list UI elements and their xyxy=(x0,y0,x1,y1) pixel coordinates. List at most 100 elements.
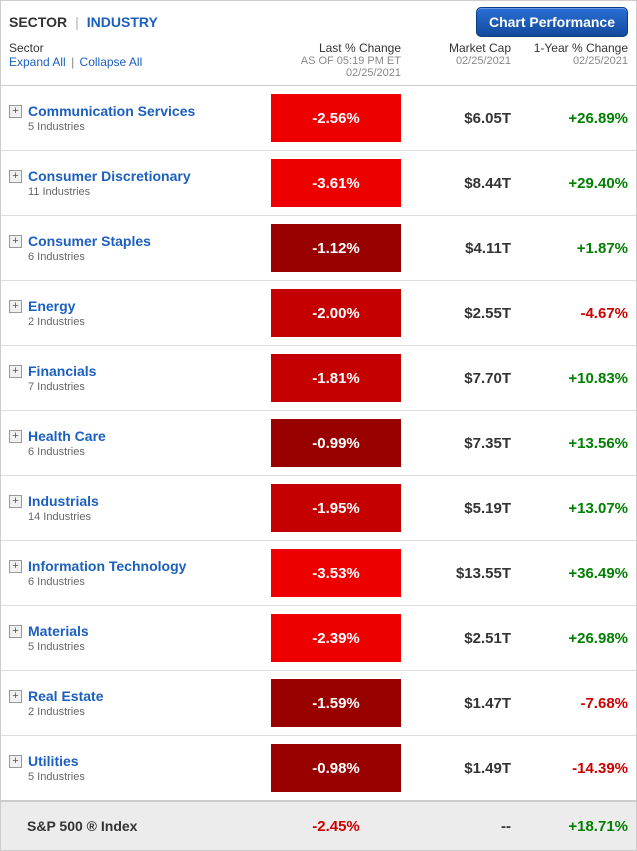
sector-name-link[interactable]: Financials xyxy=(28,363,96,379)
expand-icon[interactable]: + xyxy=(9,105,22,118)
sector-name-link[interactable]: Communication Services xyxy=(28,103,195,119)
last-change-cell: -1.95% xyxy=(271,484,401,532)
col-year-sub: 02/25/2021 xyxy=(511,55,628,67)
year-change-cell: +1.87% xyxy=(511,240,628,257)
expand-icon[interactable]: + xyxy=(9,495,22,508)
market-cap-cell: $4.11T xyxy=(401,240,511,257)
expand-collapse-links: Expand All | Collapse All xyxy=(9,55,271,69)
expand-icon[interactable]: + xyxy=(9,365,22,378)
expand-all-link[interactable]: Expand All xyxy=(9,55,66,69)
last-change-cell: -2.39% xyxy=(271,614,401,662)
collapse-all-link[interactable]: Collapse All xyxy=(80,55,143,69)
sector-row: + Utilities 5 Industries -0.98%$1.49T-14.39… xyxy=(1,736,636,800)
col-change-sub2: 02/25/2021 xyxy=(271,67,401,79)
market-cap-cell: $13.55T xyxy=(401,565,511,582)
last-change-cell: -0.99% xyxy=(271,419,401,467)
expand-icon[interactable]: + xyxy=(9,300,22,313)
sector-industries-count: 6 Industries xyxy=(28,576,186,588)
col-mcap-sub: 02/25/2021 xyxy=(401,55,511,67)
expand-icon[interactable]: + xyxy=(9,170,22,183)
market-cap-cell: $2.55T xyxy=(401,305,511,322)
tab-divider: | xyxy=(75,14,79,30)
col-change-sub1: AS OF 05:19 PM ET xyxy=(271,55,401,67)
expand-icon[interactable]: + xyxy=(9,560,22,573)
expand-icon[interactable]: + xyxy=(9,625,22,638)
last-change-cell: -1.59% xyxy=(271,679,401,727)
year-change-cell: -14.39% xyxy=(511,760,628,777)
year-change-cell: +29.40% xyxy=(511,175,628,192)
last-change-cell: -1.12% xyxy=(271,224,401,272)
summary-year: +18.71% xyxy=(511,818,628,835)
market-cap-cell: $1.49T xyxy=(401,760,511,777)
market-cap-cell: $2.51T xyxy=(401,630,511,647)
sector-rows: + Communication Services 5 Industries -2.56… xyxy=(1,86,636,800)
col-sector-label: Sector xyxy=(9,41,271,55)
sector-row: + Communication Services 5 Industries -2.56… xyxy=(1,86,636,151)
sector-row: + Energy 2 Industries -2.00%$2.55T-4.67% xyxy=(1,281,636,346)
summary-mcap: -- xyxy=(401,818,511,835)
expand-icon[interactable]: + xyxy=(9,690,22,703)
sector-industries-count: 5 Industries xyxy=(28,641,89,653)
last-change-cell: -2.00% xyxy=(271,289,401,337)
year-change-cell: -4.67% xyxy=(511,305,628,322)
col-year-label: 1-Year % Change xyxy=(511,41,628,55)
sector-row: + Materials 5 Industries -2.39%$2.51T+26.98… xyxy=(1,606,636,671)
sector-industries-count: 5 Industries xyxy=(28,121,195,133)
sector-industries-count: 2 Industries xyxy=(28,316,85,328)
col-mcap-label: Market Cap xyxy=(401,41,511,55)
sector-industries-count: 6 Industries xyxy=(28,446,106,458)
sector-industries-count: 14 Industries xyxy=(28,511,99,523)
sector-industries-count: 2 Industries xyxy=(28,706,103,718)
column-headers: Sector Expand All | Collapse All Last % … xyxy=(1,39,636,86)
expand-icon[interactable]: + xyxy=(9,430,22,443)
market-cap-cell: $1.47T xyxy=(401,695,511,712)
year-change-cell: -7.68% xyxy=(511,695,628,712)
year-change-cell: +13.07% xyxy=(511,500,628,517)
market-cap-cell: $8.44T xyxy=(401,175,511,192)
sector-name-link[interactable]: Consumer Discretionary xyxy=(28,168,191,184)
sector-row: + Real Estate 2 Industries -1.59%$1.47T-7.6… xyxy=(1,671,636,736)
last-change-cell: -2.56% xyxy=(271,94,401,142)
header-row: SECTOR | INDUSTRY Chart Performance xyxy=(1,1,636,39)
sector-name-link[interactable]: Information Technology xyxy=(28,558,186,574)
tab-sector[interactable]: SECTOR xyxy=(9,14,67,30)
sector-industries-count: 11 Industries xyxy=(28,186,191,198)
last-change-cell: -1.81% xyxy=(271,354,401,402)
summary-change: -2.45% xyxy=(271,818,401,835)
sector-row: + Industrials 14 Industries -1.95%$5.19T+13… xyxy=(1,476,636,541)
expand-icon[interactable]: + xyxy=(9,235,22,248)
col-change-label: Last % Change xyxy=(271,41,401,55)
last-change-cell: -0.98% xyxy=(271,744,401,792)
sector-row: + Consumer Discretionary 11 Industries -3.6… xyxy=(1,151,636,216)
tab-bar: SECTOR | INDUSTRY xyxy=(9,14,158,30)
year-change-cell: +10.83% xyxy=(511,370,628,387)
year-change-cell: +26.89% xyxy=(511,110,628,127)
year-change-cell: +13.56% xyxy=(511,435,628,452)
expand-icon[interactable]: + xyxy=(9,755,22,768)
sector-name-link[interactable]: Health Care xyxy=(28,428,106,444)
sector-name-link[interactable]: Energy xyxy=(28,298,85,314)
summary-name: S&P 500 ® Index xyxy=(9,818,137,834)
sector-name-link[interactable]: Materials xyxy=(28,623,89,639)
sector-row: + Health Care 6 Industries -0.99%$7.35T+13.… xyxy=(1,411,636,476)
sector-name-link[interactable]: Industrials xyxy=(28,493,99,509)
year-change-cell: +26.98% xyxy=(511,630,628,647)
chart-performance-button[interactable]: Chart Performance xyxy=(476,7,628,37)
market-cap-cell: $6.05T xyxy=(401,110,511,127)
market-cap-cell: $7.70T xyxy=(401,370,511,387)
tab-industry[interactable]: INDUSTRY xyxy=(87,14,158,30)
sector-name-link[interactable]: Consumer Staples xyxy=(28,233,151,249)
sector-industries-count: 6 Industries xyxy=(28,251,151,263)
last-change-cell: -3.61% xyxy=(271,159,401,207)
sector-name-link[interactable]: Utilities xyxy=(28,753,85,769)
sector-industries-count: 5 Industries xyxy=(28,771,85,783)
sector-row: + Consumer Staples 6 Industries -1.12%$4.11… xyxy=(1,216,636,281)
sector-row: + Information Technology 6 Industries -3.53… xyxy=(1,541,636,606)
sector-row: + Financials 7 Industries -1.81%$7.70T+10.8… xyxy=(1,346,636,411)
year-change-cell: +36.49% xyxy=(511,565,628,582)
market-cap-cell: $5.19T xyxy=(401,500,511,517)
sector-name-link[interactable]: Real Estate xyxy=(28,688,103,704)
market-cap-cell: $7.35T xyxy=(401,435,511,452)
sector-industries-count: 7 Industries xyxy=(28,381,96,393)
last-change-cell: -3.53% xyxy=(271,549,401,597)
